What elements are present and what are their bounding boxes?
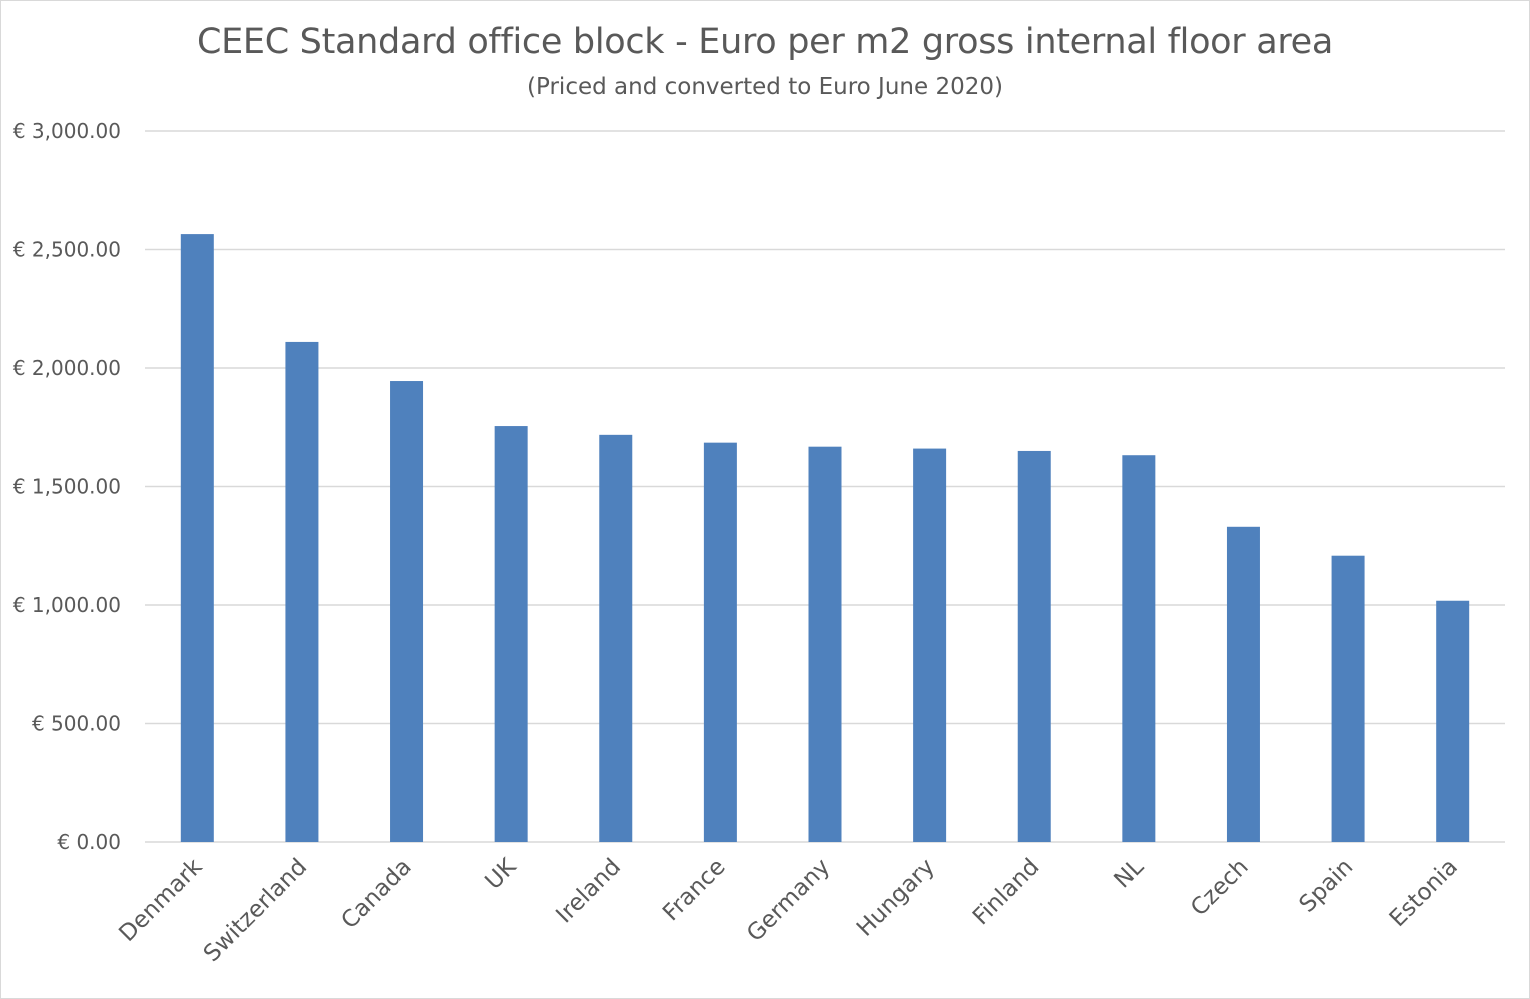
bar-canada — [390, 381, 424, 842]
y-tick-label: € 1,000.00 — [13, 593, 121, 617]
x-tick-label: Germany — [742, 854, 835, 947]
bar-switzerland — [285, 341, 319, 842]
y-tick-label: € 2,000.00 — [13, 356, 121, 380]
y-tick-label: € 0.00 — [57, 830, 121, 854]
bar-uk — [494, 426, 528, 842]
x-tick-label: UK — [480, 853, 522, 895]
bar-ireland — [599, 434, 633, 842]
x-tick-label: Spain — [1294, 854, 1358, 918]
y-tick-label: € 500.00 — [32, 712, 121, 736]
x-tick-label: Ireland — [551, 854, 626, 929]
bar-denmark — [180, 234, 214, 843]
x-tick-label: Denmark — [114, 853, 208, 947]
x-tick-label: Estonia — [1385, 854, 1463, 932]
y-tick-label: € 2,500.00 — [13, 238, 121, 262]
x-tick-label: Switzerland — [199, 854, 312, 967]
y-tick-label: € 3,000.00 — [13, 119, 121, 143]
x-tick-label: Czech — [1186, 854, 1254, 922]
chart-title: CEEC Standard office block - Euro per m2… — [196, 22, 1334, 62]
bar-nl — [1122, 455, 1156, 842]
x-tick-label: France — [658, 854, 730, 926]
x-tick-label: Canada — [337, 854, 417, 934]
x-tick-label: Finland — [968, 854, 1045, 931]
bar-estonia — [1436, 600, 1470, 842]
x-tick-label: NL — [1109, 854, 1149, 894]
bar-spain — [1331, 555, 1365, 842]
bar-germany — [808, 446, 842, 842]
bar-finland — [1017, 450, 1051, 842]
bar-france — [703, 442, 737, 842]
bar-hungary — [913, 448, 947, 842]
x-tick-label: Hungary — [852, 854, 940, 942]
bar-czech — [1226, 526, 1260, 842]
chart-subtitle: (Priced and converted to Euro June 2020) — [527, 74, 1003, 100]
y-tick-label: € 1,500.00 — [13, 475, 121, 499]
